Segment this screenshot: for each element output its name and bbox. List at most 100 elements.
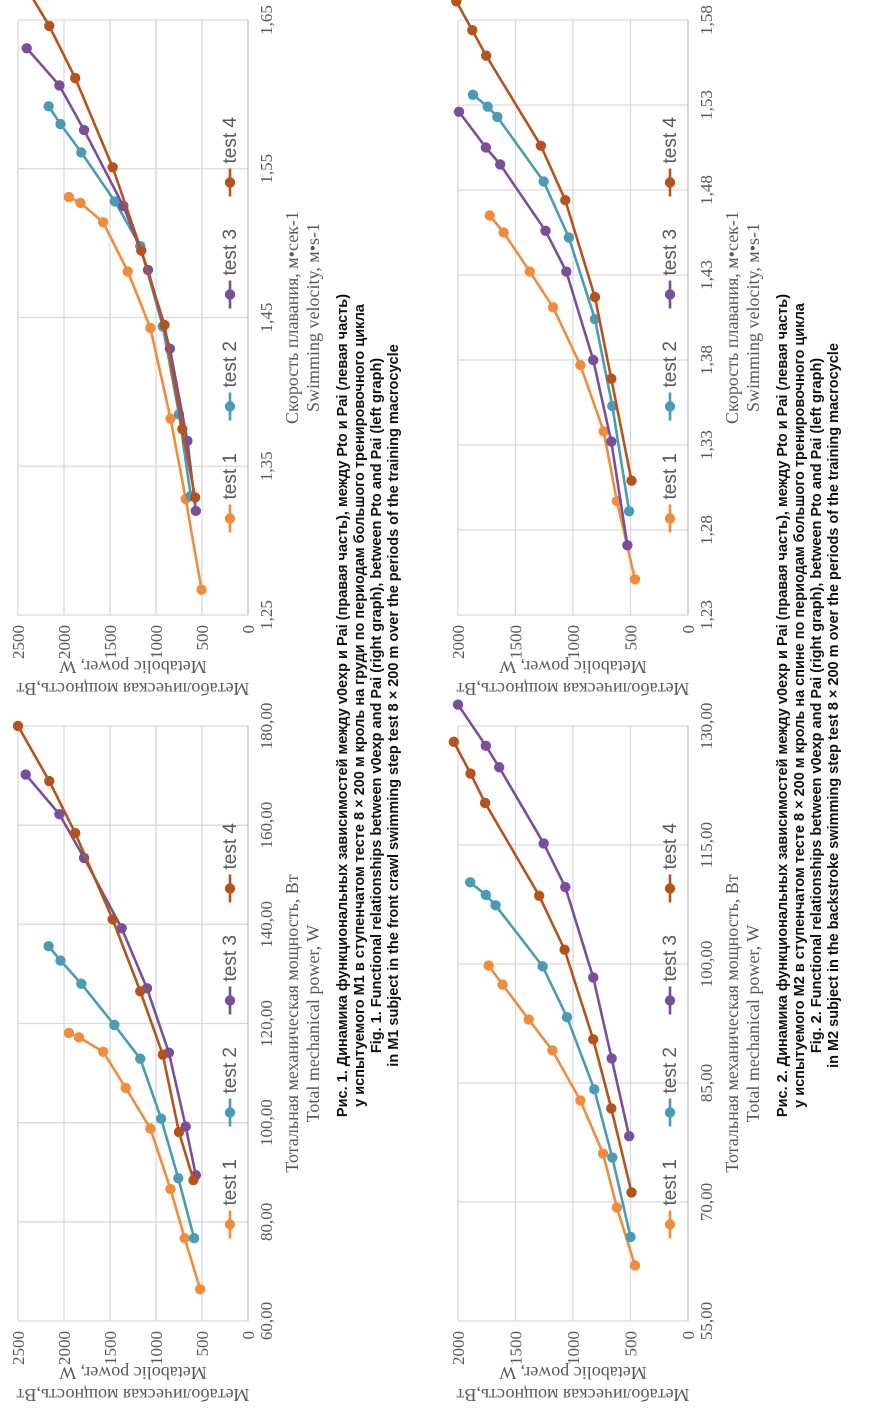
data-point [73,1032,85,1043]
series-line [16,0,197,498]
data-point [623,1130,635,1142]
x-tick-label: 1,65 [257,5,276,35]
data-point [523,1014,534,1025]
data-point [538,838,549,849]
data-point [173,1172,184,1184]
y-tick-label: 1500 [507,625,526,659]
legend-label: test 4 [660,117,681,164]
legend-swatch-marker [224,1107,236,1118]
data-point [196,584,207,595]
data-point [155,1113,167,1124]
data-point [145,322,156,334]
legend-label: test 1 [660,453,681,499]
series-test-3 [20,769,202,1181]
series-test-2 [464,877,636,1243]
data-point [560,881,571,893]
y-tick-label: 2000 [449,1331,468,1365]
data-point [537,961,548,972]
x-tick-label: 120,00 [257,1000,276,1047]
data-point [453,106,465,117]
series-test-4 [16,0,201,503]
legend-item: test 2 [660,1047,681,1127]
data-point [559,944,570,955]
series-line [47,945,196,1239]
series-line [452,741,633,1193]
data-point [135,1053,146,1064]
data-point [563,232,575,243]
x-tick-label: 1,45 [257,303,276,333]
data-point [190,505,202,517]
series-test-1 [483,960,641,1271]
data-point [626,1187,637,1198]
data-point [589,1084,600,1095]
caption-line: Fig. 2. Functional relationships between… [809,357,825,1054]
data-point [145,1123,156,1134]
data-point [480,142,492,153]
data-point [107,162,118,173]
x-tick-label: 130,00 [697,703,716,750]
y-tick-label: 1500 [101,625,120,659]
series-line [24,773,198,1176]
data-point [524,266,535,277]
legend-item: test 4 [220,823,241,903]
data-point [109,1019,120,1031]
data-point [498,227,509,238]
data-point [495,159,506,170]
x-axis-title: Swimming velocity, м•s-1 [743,223,763,412]
legend-swatch-marker [224,401,236,412]
data-point [75,197,86,209]
figure-1: 0 500 1000 1500 2000 2500 60,00 80,00 100,00 120,… [0,0,438,1411]
data-point [189,492,201,503]
data-point [135,986,146,997]
x-tick-label: 140,00 [257,901,276,948]
x-tick-label: 1,35 [257,451,276,481]
legend-swatch-marker [664,401,676,412]
caption-line: у испытуемого М2 в ступенчатом тесте 8 ×… [792,303,808,1108]
series-line [16,725,195,1181]
caption-line: Рис. 1. Динамика функциональных зависимо… [335,293,351,1118]
data-point [44,20,55,32]
data-point [482,101,493,112]
x-tick-label: 1,43 [697,260,716,290]
legend-label: test 2 [660,341,681,387]
legend-label: test 2 [220,1047,241,1093]
y-tick-label: 2000 [55,625,74,659]
legend-label: test 3 [220,229,241,275]
x-tick-label: 1,48 [697,175,716,205]
y-tick-label: 2000 [449,625,468,659]
x-tick-label: 60,00 [257,1302,276,1340]
data-point [611,1202,623,1213]
series-line [469,881,632,1238]
data-point [188,1174,199,1186]
x-tick-label: 1,38 [697,345,716,375]
data-point [120,1082,131,1094]
series-line [456,703,631,1137]
chart-fig2-right: 0 500 1000 1500 2000 1,23 1,28 1,33 1,38 1,43 1,48… [449,0,763,699]
y-axis-title: Метаболическая мощность,Вт [456,679,689,699]
y-axis-title: Metabolic power, W [59,657,206,677]
x-tick-label: 1,58 [697,5,716,35]
legend-label: test 3 [220,935,241,981]
series-test-4 [451,0,637,486]
data-point [606,1053,617,1064]
data-point [97,217,109,228]
legend-label: test 3 [660,935,681,981]
data-point [623,506,635,517]
y-tick-label: 1000 [147,625,166,659]
chart-fig1-left: 0 500 1000 1500 2000 2500 60,00 80,00 100,00 120,… [9,703,323,1405]
data-point [479,797,491,809]
data-point [44,775,55,787]
y-axis-title: Метаболическая мощность,Вт [16,1385,249,1405]
figure-1-caption: Рис. 1. Динамика функциональных зависимо… [335,0,403,1411]
data-point [43,101,54,112]
series-test-1 [484,210,641,585]
data-point [480,50,492,61]
chart-fig1-right: 0 500 1000 1500 2000 2500 1,25 1,35 1,45 1,55 1,65… [9,0,323,699]
data-point [21,43,32,54]
data-point [63,1027,75,1039]
data-point [606,1103,617,1114]
series-test-3 [21,43,202,517]
legend-item: test 4 [660,117,681,197]
data-point [625,1231,636,1243]
legend-swatch-marker [664,289,676,300]
